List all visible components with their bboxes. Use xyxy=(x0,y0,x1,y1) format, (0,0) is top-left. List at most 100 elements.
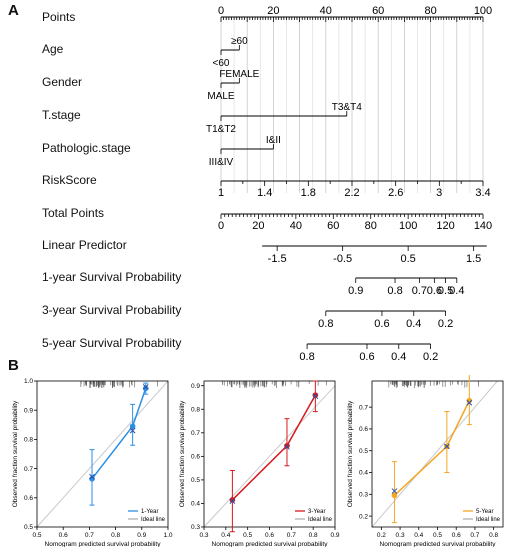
scale-tick-label: 0.7 xyxy=(412,285,427,297)
y-axis-title: Observed fraction survival probability xyxy=(347,400,354,507)
plot-frame xyxy=(36,380,169,528)
scale-tick-label: 0.2 xyxy=(423,351,438,362)
covariate-level-label: T3&T4 xyxy=(332,102,362,113)
covariate-level-label: <60 xyxy=(213,58,230,69)
scale-tick-label: 0.2 xyxy=(438,318,453,330)
scale-tick-label: 0.4 xyxy=(449,285,464,297)
row-label-total-points: Total Points xyxy=(42,206,105,220)
legend-label-series: 5-Year xyxy=(476,509,493,515)
scale-tick-label: 0.5 xyxy=(438,285,453,297)
covariate-level-label: I&II xyxy=(266,135,281,146)
y-axis-title: Observed fraction survival probability xyxy=(12,400,19,507)
bootstrap-corrected-mark xyxy=(229,498,236,504)
total-points-tick-label: 120 xyxy=(436,220,454,232)
bootstrap-corrected-mark xyxy=(284,444,290,450)
y-tick-label: 0.7 xyxy=(191,430,200,437)
x-tick-label: 0.5 xyxy=(32,532,41,539)
scale-tick-label: 0.6 xyxy=(374,318,389,330)
scale-tick-label: 1.5 xyxy=(466,253,481,265)
y-tick-label: 0.8 xyxy=(191,406,200,413)
total-points-tick-label: 80 xyxy=(365,220,377,232)
x-tick-label: 0.3 xyxy=(396,532,405,539)
y-tick-label: 0.7 xyxy=(24,466,33,473)
y-axis-title: Observed fraction survival probability xyxy=(179,400,186,507)
x-tick-label: 0.6 xyxy=(59,532,68,539)
y-tick-label: 0.4 xyxy=(359,470,368,477)
bootstrap-corrected-mark xyxy=(444,443,450,450)
calibration-point xyxy=(89,476,95,482)
y-tick-label: 0.6 xyxy=(191,454,200,461)
x-tick-label: 0.4 xyxy=(221,532,230,539)
total-points-tick-label: 0 xyxy=(218,220,224,232)
x-tick-label: 0.4 xyxy=(414,532,423,539)
points-axis-tick-label: 20 xyxy=(267,5,279,17)
row-label-age: Age xyxy=(42,42,64,56)
points-axis-tick-label: 60 xyxy=(372,5,384,17)
scale-tick-label: 0.6 xyxy=(427,285,442,297)
scale-tick-label: 0.8 xyxy=(318,318,333,330)
scale-tick-label: 0.9 xyxy=(348,285,363,297)
calibration-point xyxy=(129,423,136,430)
bootstrap-corrected-mark xyxy=(312,393,319,400)
total-points-tick-label: 40 xyxy=(290,220,302,232)
x-tick-label: 0.9 xyxy=(137,532,146,539)
y-tick-label: 0.2 xyxy=(359,513,368,520)
row-label-1yr-survival: 1-year Survival Probability xyxy=(42,270,182,284)
y-tick-label: 0.4 xyxy=(191,501,200,508)
points-axis-tick-label: 0 xyxy=(218,5,224,17)
x-tick-label: 0.5 xyxy=(433,532,442,539)
legend-label-ideal: Ideal line xyxy=(476,517,501,523)
points-axis-tick-label: 40 xyxy=(320,5,332,17)
y-tick-label: 0.3 xyxy=(359,492,368,499)
total-points-tick-label: 20 xyxy=(252,220,264,232)
row-label-pathologic-stage: Pathologic.stage xyxy=(42,141,131,155)
row-label-points: Points xyxy=(42,10,76,24)
panel-b-letter: B xyxy=(8,357,19,374)
total-points-tick-label: 60 xyxy=(327,220,339,232)
y-tick-label: 0.9 xyxy=(24,407,33,414)
y-tick-label: 0.5 xyxy=(191,477,200,484)
y-tick-label: 0.8 xyxy=(24,437,33,444)
y-tick-label: 0.3 xyxy=(191,524,200,531)
legend-label-series: 3-Year xyxy=(308,509,325,515)
y-tick-label: 0.7 xyxy=(359,404,368,411)
scale-tick-label: 0.4 xyxy=(406,318,421,330)
bootstrap-corrected-mark xyxy=(391,488,398,494)
x-tick-label: 0.9 xyxy=(330,532,339,539)
scale-tick-label: -1.5 xyxy=(268,253,287,265)
x-tick-label: 0.5 xyxy=(243,532,252,539)
ideal-line xyxy=(36,380,169,528)
riskscore-tick-label: 1.8 xyxy=(301,187,316,199)
x-axis-title: Nomogram predicted survival probability xyxy=(45,541,162,547)
scale-tick-label: 0.6 xyxy=(359,351,374,362)
covariate-level-label: T1&T2 xyxy=(206,124,236,135)
x-tick-label: 0.6 xyxy=(452,532,461,539)
y-tick-label: 0.5 xyxy=(24,524,33,531)
x-axis-title: Nomogram predicted survival probability xyxy=(212,541,329,547)
scale-tick-label: 0.8 xyxy=(299,351,314,362)
covariate-level-label: ≥60 xyxy=(231,36,248,47)
riskscore-tick-label: 1.4 xyxy=(257,187,272,199)
x-axis-title: Nomogram predicted survival probability xyxy=(380,541,497,547)
ideal-line xyxy=(203,385,336,528)
x-tick-label: 1.0 xyxy=(163,532,172,539)
calibration-plot-5-year: 0.2 0.3 0.4 0.5 0.6 0.7 0.8 0.2 0.3 0.4 0.5 0.6 0.7 N… xyxy=(347,375,504,547)
riskscore-tick-label: 3.4 xyxy=(475,187,490,199)
calibration-point xyxy=(312,392,319,398)
calibration-plot-3-year: 0.3 0.4 0.5 0.6 0.7 0.8 0.9 0.3 0.4 0.5 0.6 0.7 0.8 0… xyxy=(179,380,340,547)
riskscore-tick-label: 3 xyxy=(436,187,442,199)
calibration-point xyxy=(391,492,398,499)
x-tick-label: 0.7 xyxy=(85,532,94,539)
x-tick-label: 0.2 xyxy=(377,532,386,539)
total-points-tick-label: 100 xyxy=(399,220,417,232)
ideal-line xyxy=(371,380,498,528)
points-axis-tick-label: 80 xyxy=(424,5,436,17)
x-tick-label: 0.3 xyxy=(199,532,208,539)
x-tick-label: 0.8 xyxy=(309,532,318,539)
calibration-plot-1-year: 0.5 0.6 0.7 0.8 0.9 1.00.50.60.70.80.91.0Nomo… xyxy=(12,378,173,547)
covariate-level-label: FEMALE xyxy=(219,69,259,80)
riskscore-tick-label: 2.6 xyxy=(388,187,403,199)
y-tick-label: 0.6 xyxy=(24,495,33,502)
y-tick-label: 0.6 xyxy=(359,426,368,433)
bootstrap-corrected-mark xyxy=(89,473,95,480)
